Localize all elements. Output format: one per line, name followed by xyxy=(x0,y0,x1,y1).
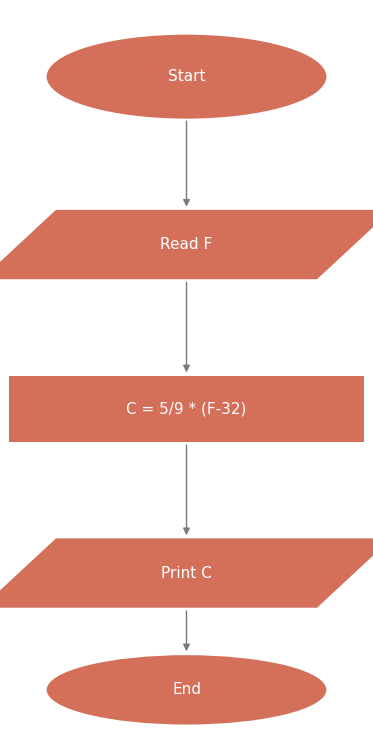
Text: Print C: Print C xyxy=(161,566,212,580)
Text: Start: Start xyxy=(168,69,205,84)
Bar xyxy=(9,376,364,442)
Text: C = 5/9 * (F-32): C = 5/9 * (F-32) xyxy=(126,402,247,416)
Polygon shape xyxy=(0,210,373,279)
Ellipse shape xyxy=(47,656,326,724)
Ellipse shape xyxy=(47,34,326,118)
Text: Read F: Read F xyxy=(160,237,213,252)
Text: End: End xyxy=(172,683,201,697)
Polygon shape xyxy=(0,539,373,607)
